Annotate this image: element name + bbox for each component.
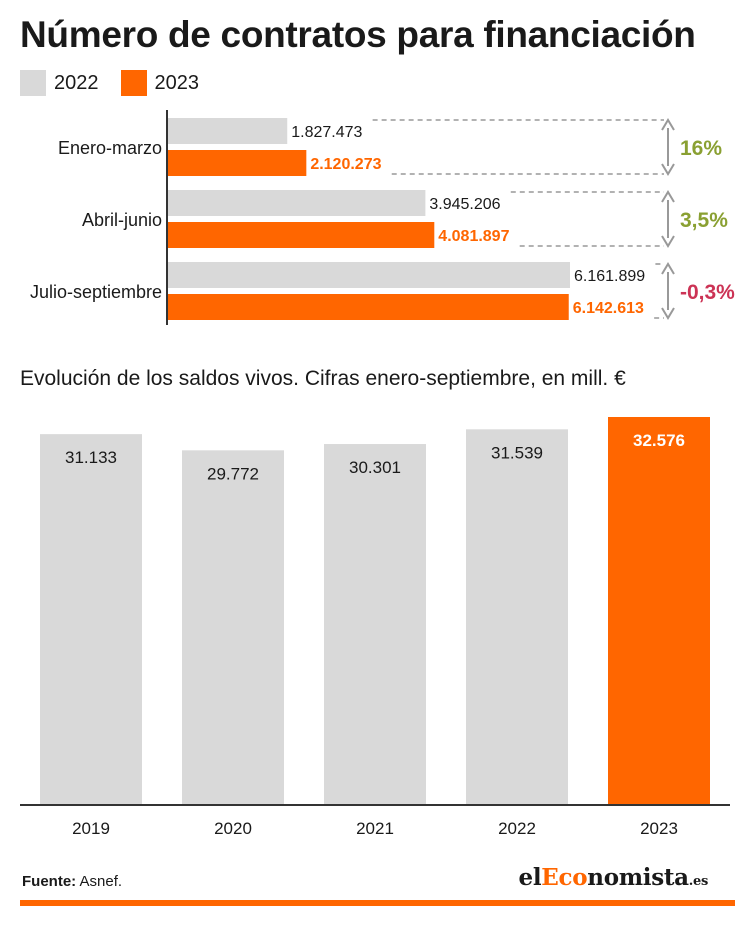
bar-2023: [168, 222, 435, 248]
category-label: Abril-junio: [82, 210, 162, 230]
data-label-2023: 2.120.273: [310, 156, 381, 173]
data-label: 29.772: [207, 464, 259, 483]
data-label-2023: 4.081.897: [438, 228, 509, 245]
bottom-rule: [20, 900, 735, 906]
legend-swatch-2022: [20, 70, 46, 96]
bar-2023: [168, 150, 307, 176]
legend-item-2022: 2022: [20, 70, 99, 96]
data-label: 32.576: [633, 431, 685, 450]
bar-2022: [168, 190, 426, 216]
legend-label-2022: 2022: [54, 71, 99, 94]
legend-swatch-2023: [120, 70, 147, 96]
x-tick-label: 2019: [72, 819, 110, 838]
legend-item-2023: 2023: [120, 70, 200, 96]
bar-2023: [168, 294, 569, 320]
arrow-head: [661, 118, 675, 131]
bar-2022: [168, 262, 570, 288]
arrow-head: [661, 163, 675, 176]
bar-2022: [168, 118, 288, 144]
x-tick-label: 2020: [214, 819, 252, 838]
arrow-head: [661, 307, 675, 320]
x-tick-label: 2022: [498, 819, 536, 838]
data-label: 31.539: [491, 443, 543, 462]
change-annotation: -0,3%: [680, 281, 735, 304]
category-label: Julio-septiembre: [30, 282, 162, 302]
bar-2022: [466, 429, 568, 804]
arrow-head: [661, 235, 675, 248]
brand-logo: elEconomista.es: [518, 864, 709, 891]
chart-title: Número de contratos para financiación: [20, 14, 696, 55]
contracts-bar-chart: Enero-marzo 1.827.473 2.120.273 16% Abril-ju…: [30, 110, 735, 325]
bar-2019: [40, 434, 142, 804]
change-annotation: 3,5%: [680, 209, 728, 232]
data-label-2022: 3.945.206: [429, 196, 500, 213]
source-note: Fuente: Asnef.: [22, 873, 122, 890]
data-label: 30.301: [349, 458, 401, 477]
data-label-2022: 6.161.899: [574, 268, 645, 285]
balances-bar-chart: 31.133 2019 29.772 2020 30.301 2021 31.539 2022…: [20, 417, 730, 838]
legend: 2022 2023: [20, 70, 221, 96]
data-label-2023: 6.142.613: [573, 300, 644, 317]
data-label: 31.133: [65, 448, 117, 467]
x-tick-label: 2021: [356, 819, 394, 838]
chart-subtitle: Evolución de los saldos vivos. Cifras en…: [20, 367, 626, 390]
arrow-head: [661, 262, 675, 275]
data-label-2022: 1.827.473: [291, 124, 362, 141]
legend-label-2023: 2023: [154, 71, 200, 94]
bar-2021: [324, 444, 426, 804]
source-value: Asnef.: [76, 873, 123, 890]
bar-2023: [608, 417, 710, 804]
arrow-head: [661, 190, 675, 203]
change-annotation: 16%: [680, 137, 722, 160]
source-label: Fuente:: [22, 873, 77, 890]
category-label: Enero-marzo: [58, 138, 162, 158]
bar-2020: [182, 450, 284, 804]
x-tick-label: 2023: [640, 819, 678, 838]
